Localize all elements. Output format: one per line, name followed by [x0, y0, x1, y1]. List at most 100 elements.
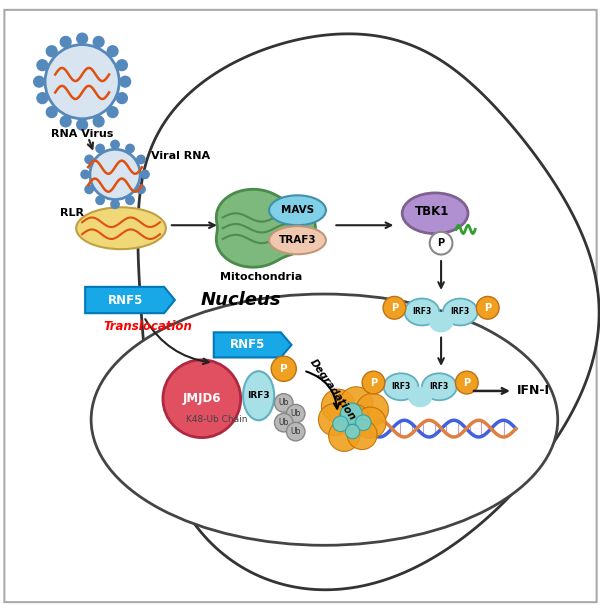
Circle shape: [287, 405, 305, 423]
Text: P: P: [463, 378, 471, 387]
Circle shape: [117, 60, 127, 70]
Ellipse shape: [76, 207, 166, 249]
Text: P: P: [484, 303, 491, 313]
Text: RLR: RLR: [60, 208, 84, 218]
Circle shape: [37, 60, 47, 70]
Circle shape: [137, 185, 145, 193]
Circle shape: [107, 46, 118, 56]
Circle shape: [319, 403, 351, 436]
Circle shape: [456, 371, 478, 394]
Text: TBK1: TBK1: [415, 205, 450, 218]
Text: P: P: [438, 238, 445, 248]
Text: IRF3: IRF3: [451, 307, 470, 316]
Circle shape: [37, 93, 47, 103]
Text: P: P: [391, 303, 398, 313]
Text: IRF3: IRF3: [248, 391, 270, 400]
Text: MAVS: MAVS: [281, 205, 314, 215]
Text: Ub: Ub: [290, 427, 301, 436]
Polygon shape: [85, 287, 175, 313]
Polygon shape: [214, 332, 291, 357]
Circle shape: [275, 394, 293, 412]
Text: Mitochondria: Mitochondria: [221, 272, 303, 282]
Text: Ub: Ub: [290, 409, 301, 418]
Circle shape: [120, 76, 130, 87]
Ellipse shape: [383, 373, 418, 400]
Polygon shape: [138, 34, 599, 590]
Text: IRF3: IRF3: [391, 382, 410, 391]
Text: RNF5: RNF5: [108, 294, 143, 307]
Circle shape: [117, 93, 127, 103]
Text: P: P: [370, 378, 377, 387]
Circle shape: [90, 149, 140, 200]
Circle shape: [126, 144, 134, 152]
Circle shape: [141, 170, 149, 179]
Polygon shape: [216, 189, 316, 267]
Circle shape: [430, 232, 453, 255]
Circle shape: [85, 155, 93, 163]
Circle shape: [339, 404, 370, 435]
Text: Ub: Ub: [278, 398, 289, 408]
Circle shape: [275, 413, 293, 432]
Ellipse shape: [269, 226, 326, 254]
Circle shape: [60, 116, 71, 127]
Circle shape: [383, 296, 406, 319]
Circle shape: [107, 106, 118, 118]
Ellipse shape: [269, 195, 326, 225]
Text: P: P: [280, 364, 287, 374]
Text: TRAF3: TRAF3: [279, 235, 316, 245]
Circle shape: [347, 420, 377, 450]
Text: Viral RNA: Viral RNA: [151, 151, 210, 162]
Circle shape: [46, 46, 57, 56]
Circle shape: [60, 37, 71, 47]
Text: Ub: Ub: [278, 418, 289, 427]
Text: JMJD6: JMJD6: [183, 392, 221, 405]
Circle shape: [477, 296, 499, 319]
FancyBboxPatch shape: [4, 10, 597, 602]
Circle shape: [77, 119, 88, 130]
Circle shape: [126, 196, 134, 204]
Circle shape: [271, 356, 296, 381]
Circle shape: [46, 106, 57, 118]
Circle shape: [111, 200, 119, 209]
Circle shape: [34, 76, 44, 87]
Circle shape: [356, 394, 388, 425]
Circle shape: [356, 415, 371, 430]
Text: RNA Virus: RNA Virus: [51, 129, 114, 139]
Ellipse shape: [443, 299, 478, 326]
Circle shape: [333, 416, 349, 431]
Circle shape: [137, 155, 145, 163]
Text: IFN-I: IFN-I: [517, 384, 550, 397]
Circle shape: [77, 33, 88, 44]
Text: RNF5: RNF5: [230, 338, 266, 351]
Text: K48-Ub Chain: K48-Ub Chain: [186, 415, 248, 424]
Circle shape: [93, 37, 104, 47]
Text: Nucleus: Nucleus: [200, 291, 281, 309]
Circle shape: [322, 389, 355, 423]
Text: Translocation: Translocation: [103, 321, 192, 334]
Ellipse shape: [402, 193, 468, 234]
Circle shape: [340, 387, 373, 420]
Ellipse shape: [409, 387, 432, 406]
Circle shape: [346, 425, 360, 439]
Circle shape: [85, 185, 93, 193]
Circle shape: [81, 170, 90, 179]
Circle shape: [96, 144, 105, 152]
Circle shape: [341, 403, 362, 425]
Ellipse shape: [422, 373, 457, 400]
Circle shape: [362, 371, 385, 394]
Circle shape: [287, 422, 305, 441]
Circle shape: [45, 45, 119, 119]
Text: IRF3: IRF3: [412, 307, 432, 316]
Text: Degradation: Degradation: [308, 357, 358, 422]
Circle shape: [93, 116, 104, 127]
Circle shape: [96, 196, 105, 204]
Circle shape: [355, 407, 386, 438]
Ellipse shape: [430, 313, 453, 332]
Circle shape: [111, 140, 119, 149]
Text: IRF3: IRF3: [430, 382, 449, 391]
Ellipse shape: [243, 371, 274, 420]
Circle shape: [329, 420, 360, 452]
Circle shape: [163, 360, 240, 438]
Ellipse shape: [404, 299, 439, 326]
Ellipse shape: [91, 294, 558, 545]
